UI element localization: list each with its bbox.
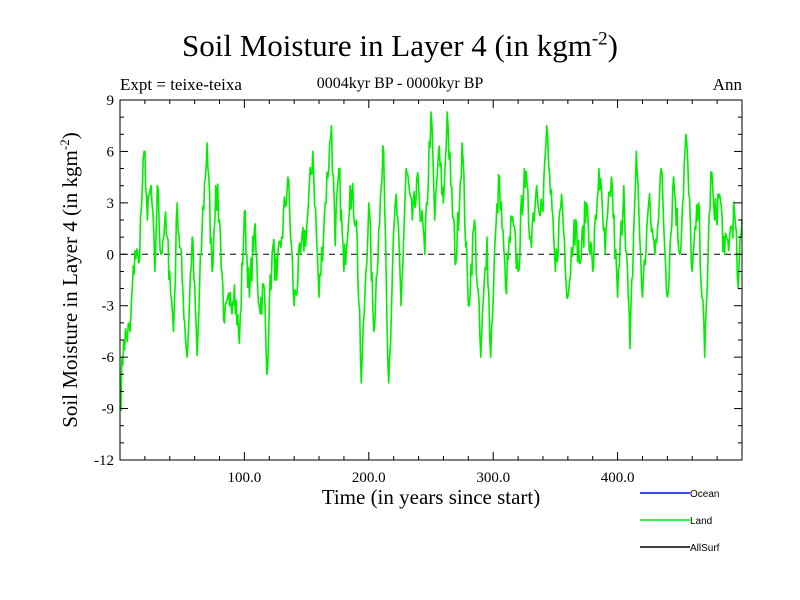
legend-label-ocean: Ocean xyxy=(690,489,719,500)
y-tick-label: -3 xyxy=(102,299,115,315)
experiment-label: Expt = teixe-teixa xyxy=(120,75,242,94)
chart-title: Soil Moisture in Layer 4 (in kgm-2) xyxy=(182,28,618,63)
y-tick-label: 0 xyxy=(107,247,115,263)
x-tick-label: 100.0 xyxy=(228,470,262,486)
y-tick-label: 3 xyxy=(107,196,115,212)
y-tick-label: 9 xyxy=(107,93,115,109)
x-tick-label: 400.0 xyxy=(601,470,635,486)
chart-subtitle: 0004kyr BP - 0000kyr BP xyxy=(316,75,484,92)
x-tick-label: 300.0 xyxy=(476,470,510,486)
legend-label-allsurf: AllSurf xyxy=(690,543,720,554)
y-tick-label: 6 xyxy=(107,144,115,160)
y-tick-label: -12 xyxy=(94,453,114,469)
plot-frame xyxy=(119,99,743,461)
x-tick-label: 200.0 xyxy=(352,470,386,486)
x-axis-label: Time (in years since start) xyxy=(321,485,541,509)
series-line-land xyxy=(119,111,743,412)
legend-label-land: Land xyxy=(690,516,712,527)
season-label: Ann xyxy=(712,75,742,94)
y-tick-label: -9 xyxy=(102,402,115,418)
y-tick-label: -6 xyxy=(102,350,115,366)
